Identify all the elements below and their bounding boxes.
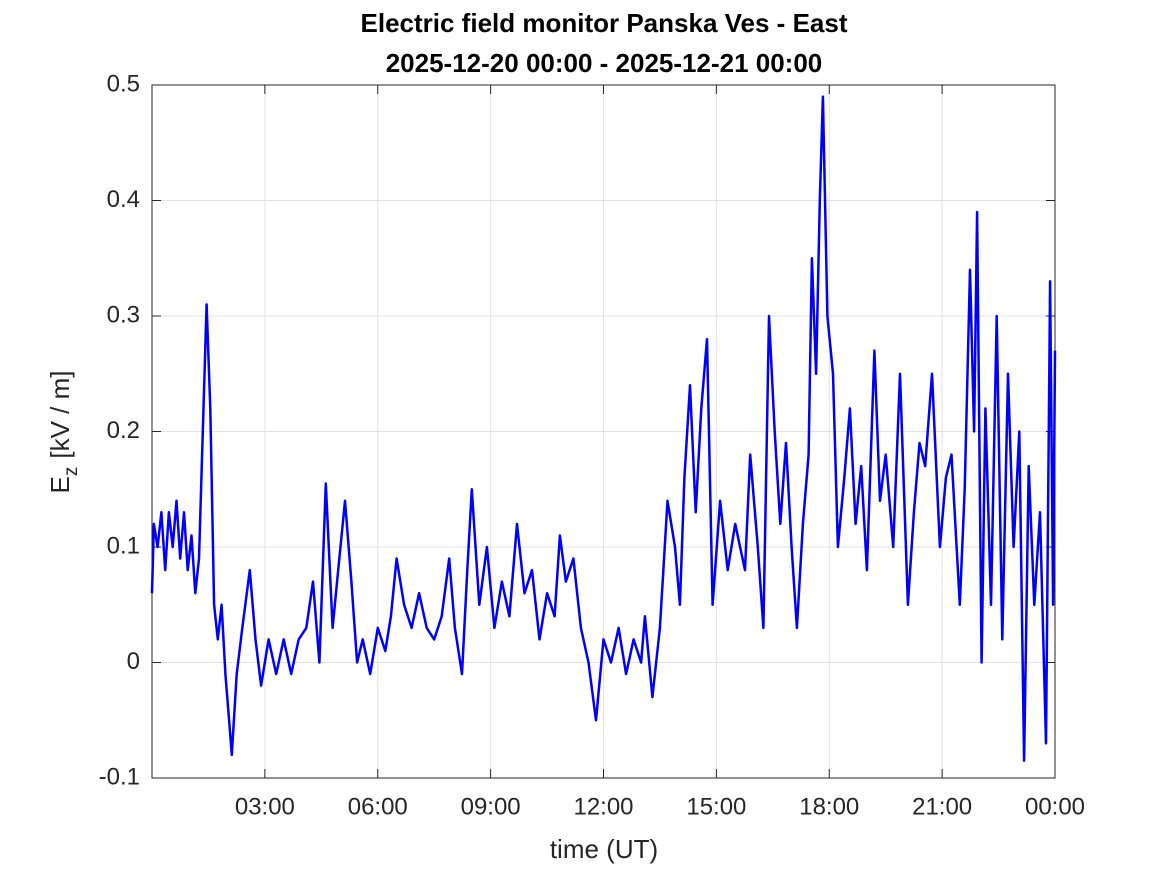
data-line	[150, 95, 1057, 762]
y-axis-label: Ez [kV / m]	[45, 371, 82, 494]
y-tick-label: 0.1	[107, 532, 140, 559]
y-label-subscript: z	[61, 467, 82, 477]
y-label-symbol: E	[45, 476, 75, 493]
x-tick-label: 15:00	[686, 793, 746, 820]
x-tick-label: 00:00	[1025, 793, 1085, 820]
y-tick-label: 0.4	[107, 186, 140, 213]
x-tick-label: 18:00	[799, 793, 859, 820]
chart-title: Electric field monitor Panska Ves - East	[361, 8, 848, 38]
x-tick-label: 03:00	[235, 793, 295, 820]
y-label-unit: [kV / m]	[45, 371, 75, 459]
y-tick-label: 0.5	[107, 70, 140, 97]
y-tick-label: 0	[127, 648, 140, 675]
y-tick-label: 0.2	[107, 417, 140, 444]
y-tick-label: -0.1	[99, 763, 140, 790]
x-axis-label: time (UT)	[550, 834, 658, 864]
y-tick-label: 0.3	[107, 301, 140, 328]
x-tick-label: 09:00	[461, 793, 521, 820]
x-tick-label: 21:00	[912, 793, 972, 820]
x-tick-label: 06:00	[348, 793, 408, 820]
chart-subtitle: 2025-12-20 00:00 - 2025-12-21 00:00	[386, 48, 823, 78]
x-tick-label: 12:00	[573, 793, 633, 820]
